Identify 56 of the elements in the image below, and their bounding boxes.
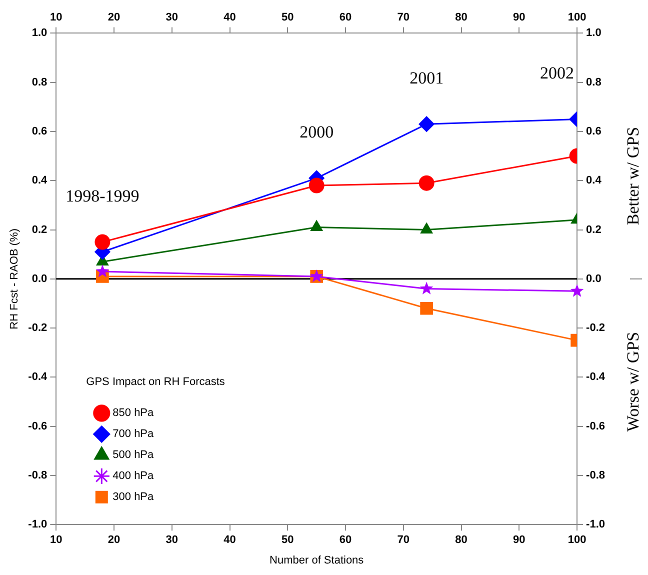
x-axis-title: Number of Stations <box>270 554 364 566</box>
y2-tick-label: -0.8 <box>586 469 606 482</box>
x2-tick-label: 100 <box>568 534 586 546</box>
y-tick-label: -0.8 <box>28 469 48 482</box>
x2-tick-label: 40 <box>224 534 236 546</box>
legend-title: GPS Impact on RH Forcasts <box>86 376 226 388</box>
y2-tick-label: -0.2 <box>586 322 606 334</box>
x-tick-label: 50 <box>282 12 294 24</box>
x-tick-label: 30 <box>166 12 178 24</box>
legend-label: 850 hPa <box>112 407 155 420</box>
x-tick-label: 10 <box>50 12 62 24</box>
legend-label: 300 hPa <box>112 491 155 504</box>
y2-tick-label: 1.0 <box>586 27 602 40</box>
x2-tick-label: 10 <box>50 534 62 546</box>
y-tick-label: 0.4 <box>32 174 48 187</box>
text: Worse w/ GPS <box>623 332 642 432</box>
annotation: 1998-1999 <box>66 186 140 206</box>
x-tick-label: 60 <box>339 12 352 24</box>
x-tick-label: 100 <box>568 12 586 24</box>
x-tick-label: 70 <box>397 12 410 24</box>
x2-tick-label: 50 <box>282 534 294 546</box>
y2-tick-label: -0.6 <box>586 420 606 432</box>
y-tick-label: -0.2 <box>28 322 48 334</box>
x2-tick-label: 90 <box>513 534 526 546</box>
y2-tick-label: -1.0 <box>586 518 606 531</box>
y2-tick-label: 0.6 <box>586 126 602 138</box>
y-tick-label: -1.0 <box>28 518 48 531</box>
legend-label: 700 hPa <box>112 428 155 440</box>
y-tick-label: -0.4 <box>28 371 48 384</box>
legend-label: 500 hPa <box>112 449 155 462</box>
annotation: 2002 <box>540 64 574 83</box>
y2-tick-label: 0.8 <box>586 76 602 88</box>
y2-tick-label: 0.4 <box>586 174 602 187</box>
x2-tick-label: 60 <box>339 534 352 546</box>
x-tick-label: 40 <box>224 12 236 24</box>
y2-axis-title: Better w/ GPS <box>623 126 642 226</box>
x-tick-label: 80 <box>455 12 468 24</box>
x2-tick-label: 80 <box>455 534 468 546</box>
x2-tick-label: 70 <box>397 534 410 546</box>
y-tick-label: 1.0 <box>32 27 48 40</box>
y-tick-label: 0.0 <box>32 272 48 285</box>
y-tick-label: -0.6 <box>28 420 48 432</box>
y-tick-label: 0.8 <box>32 76 48 88</box>
legend-label: 400 hPa <box>112 470 155 482</box>
x-tick-label: 90 <box>513 12 526 24</box>
annotation: 2000 <box>300 122 334 142</box>
x2-tick-label: 30 <box>166 534 178 546</box>
y-axis-title: RH Fcst - RAOB (%) <box>8 228 21 330</box>
y2-tick-label: 0.2 <box>586 224 602 236</box>
y2-tick-label: 0.0 <box>586 272 602 285</box>
y-tick-label: 0.6 <box>32 126 48 138</box>
y-tick-label: 0.2 <box>32 224 48 236</box>
x2-tick-label: 20 <box>108 534 120 546</box>
x-tick-label: 20 <box>108 12 120 24</box>
annotation: 2001 <box>410 68 444 88</box>
y2-tick-label: -0.4 <box>586 371 606 384</box>
